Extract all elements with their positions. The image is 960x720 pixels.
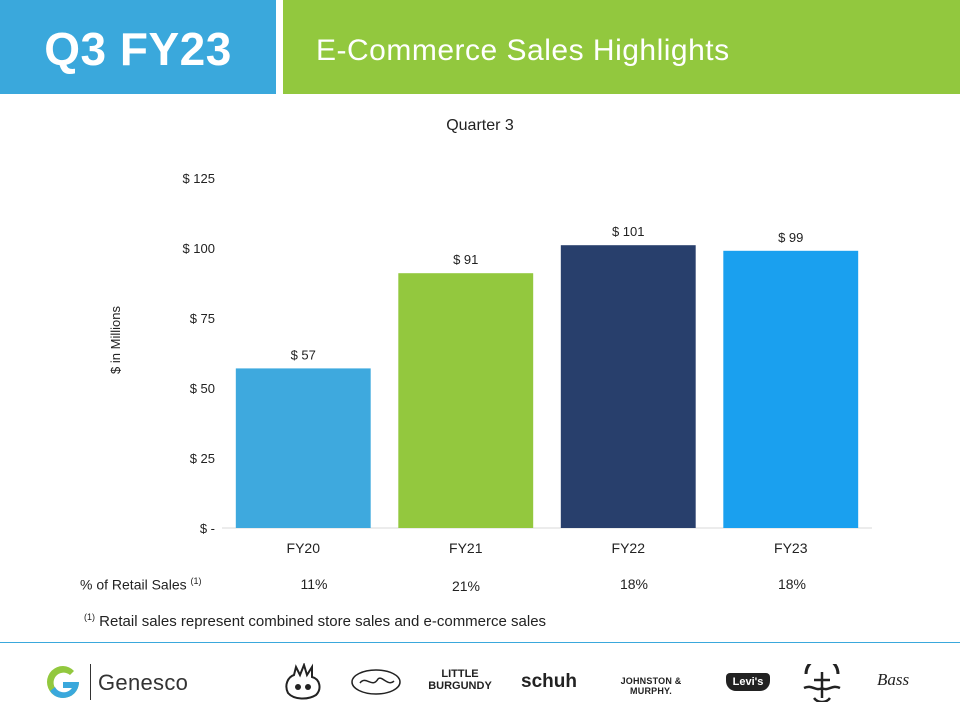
footer-divider: [0, 642, 960, 643]
bar-series: [235, 245, 859, 529]
retail-pct-label-text: % of Retail Sales: [80, 576, 187, 593]
johnston-murphy-logo: JOHNSTON & MURPHY.: [620, 676, 682, 696]
retail-pct-value: 21%: [451, 578, 481, 594]
y-tick-label: $ -: [200, 521, 215, 536]
y-tick-label: $ 125: [182, 171, 215, 186]
category-label: FY22: [612, 540, 646, 556]
company-name: Genesco: [98, 670, 189, 695]
bar-value-label: $ 101: [612, 224, 645, 239]
dockers-logo-icon: [803, 664, 841, 702]
footnote: (1) Retail sales represent combined stor…: [84, 612, 546, 630]
journeys-kidz-logo-icon: [351, 669, 401, 695]
bass-logo: Bass: [876, 670, 910, 689]
retail-pct-value: 18%: [619, 576, 649, 592]
little-burgundy-line1: LITTLE: [441, 668, 479, 680]
bar-fy20: [235, 368, 371, 528]
header-quarter-panel: [0, 0, 276, 94]
little-burgundy-line2: BURGUNDY: [428, 680, 492, 692]
category-label: FY20: [287, 540, 321, 556]
bar-value-label: $ 99: [778, 230, 803, 245]
little-burgundy-logo: LITTLE BURGUNDY: [426, 668, 494, 692]
genesco-logo-icon: [47, 666, 79, 698]
logo-separator: [90, 664, 91, 700]
y-tick-labels: $ - $ 25 $ 50 $ 75 $ 100 $ 125: [182, 171, 215, 536]
y-tick-label: $ 50: [190, 381, 215, 396]
bar-fy23: [723, 250, 859, 529]
y-tick-label: $ 75: [190, 311, 215, 326]
bar-chart: $ -$ 25$ 50$ 75$ 100$ 125 $ 57$ 91$ 101 $…: [108, 171, 872, 556]
footnote-text: Retail sales represent combined store sa…: [99, 613, 547, 630]
page-title: E-Commerce Sales Highlights: [316, 34, 730, 67]
category-labels: FY20 FY21 FY22 FY23: [287, 540, 808, 556]
category-label: FY21: [449, 540, 483, 556]
retail-pct-value: 18%: [777, 576, 807, 592]
retail-pct-row-label: % of Retail Sales (1): [80, 576, 202, 593]
footnote-marker: (1): [84, 612, 95, 622]
bar-fy22: [560, 245, 696, 528]
quarter-label: Q3 FY23: [44, 23, 232, 75]
schuh-logo: schuh: [521, 671, 577, 692]
bar-value-labels: $ 57 $ 91 $ 101 $ 99: [291, 224, 804, 362]
journeys-logo-icon: [285, 663, 321, 700]
bar-value-label: $ 57: [291, 347, 316, 362]
y-axis-label: $ in Millions: [108, 306, 123, 374]
bar-value-label: $ 91: [453, 252, 478, 267]
levis-logo: Levi's: [726, 673, 770, 691]
chart-title: Quarter 3: [446, 117, 514, 134]
retail-pct-value: 11%: [300, 576, 328, 592]
category-label: FY23: [774, 540, 808, 556]
y-tick-label: $ 100: [182, 241, 215, 256]
header-title-panel: [283, 0, 960, 94]
bar-fy21: [398, 273, 534, 528]
y-tick-label: $ 25: [190, 451, 215, 466]
retail-pct-footnote-marker: (1): [190, 576, 202, 586]
